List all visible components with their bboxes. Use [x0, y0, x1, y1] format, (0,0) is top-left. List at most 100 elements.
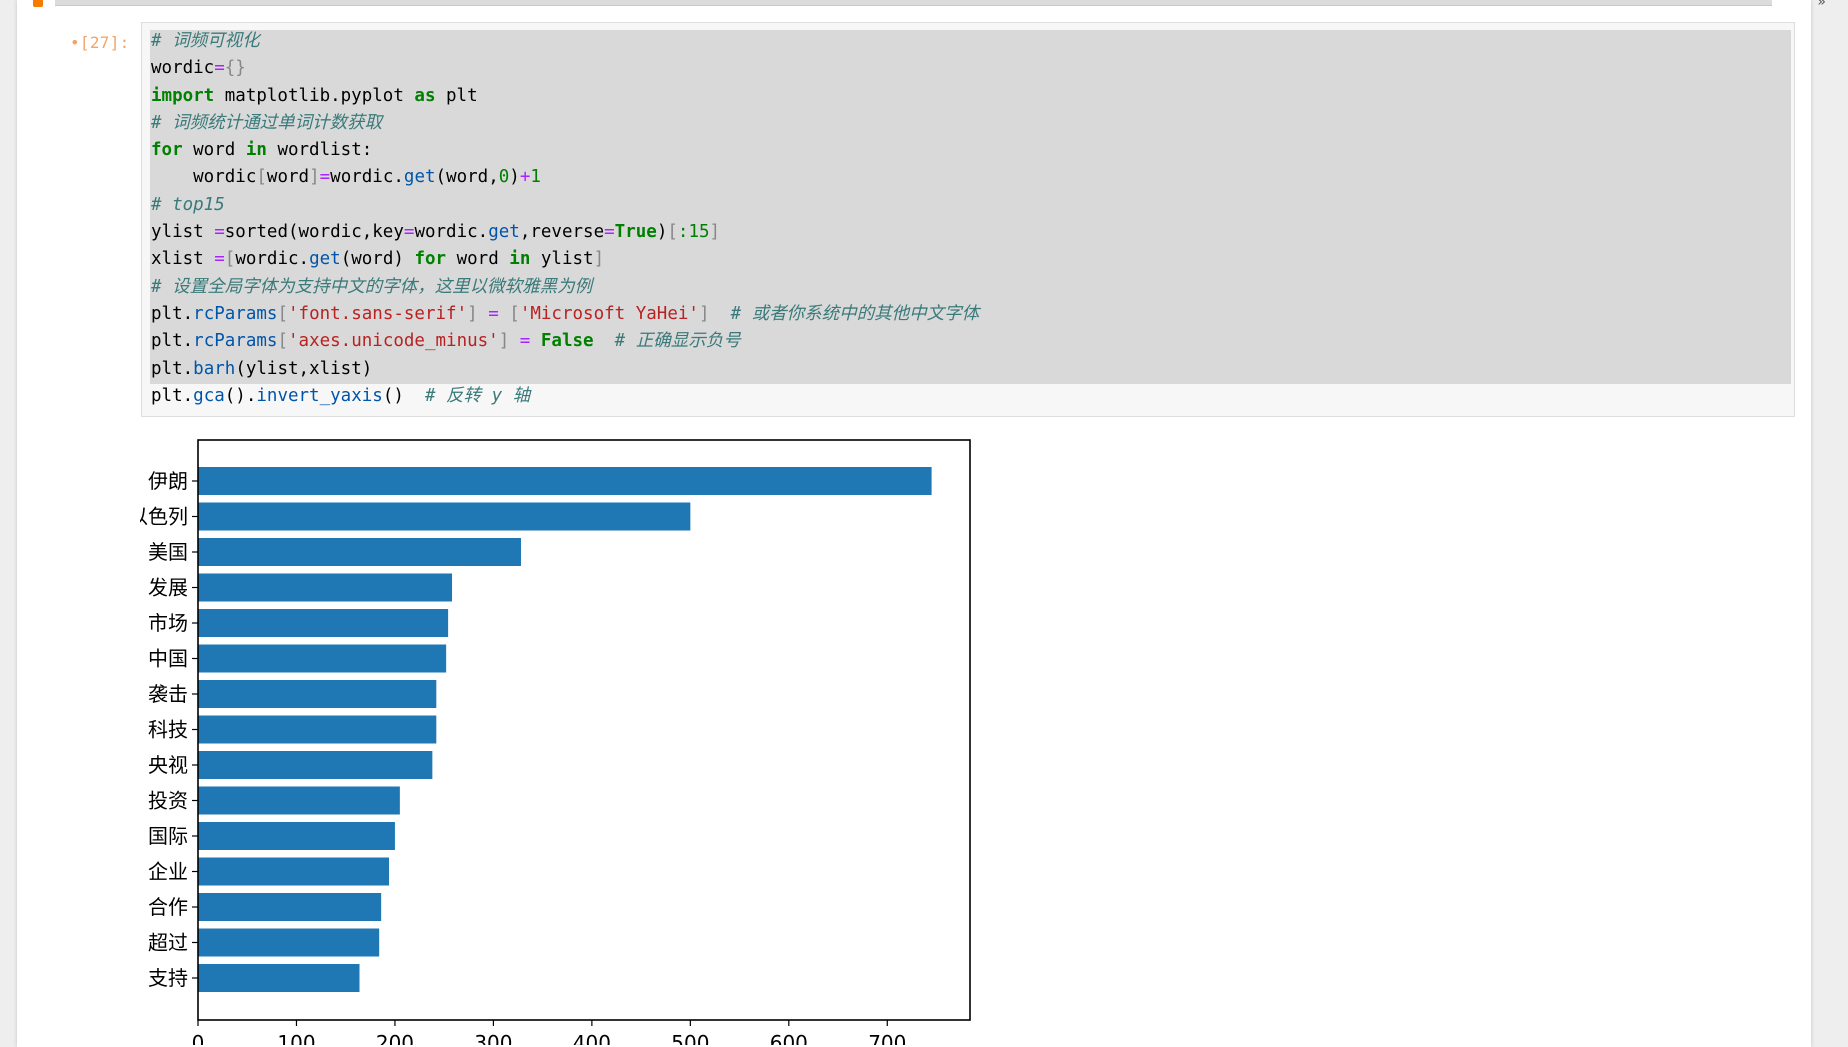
- bar-series: [198, 467, 932, 992]
- code-token: wordic: [151, 58, 215, 79]
- code-token: =: [214, 222, 225, 243]
- code-token: 0: [498, 167, 510, 188]
- code-token: plt.: [151, 303, 194, 324]
- code-token: ]: [698, 303, 710, 324]
- y-tick-label: 市场: [148, 611, 188, 635]
- code-token: # 或者你系统中的其他中文字体: [709, 303, 980, 324]
- code-token: xlist: [151, 249, 215, 270]
- y-tick-label: 投资: [148, 789, 188, 813]
- code-token: ylist: [530, 249, 594, 270]
- y-tick-label: 国际: [148, 824, 188, 848]
- code-line[interactable]: ylist =sorted(wordic,key=wordic.get,reve…: [151, 219, 979, 246]
- code-token: rcParams: [193, 331, 278, 352]
- code-token: ): [509, 167, 520, 188]
- code-token: [: [277, 331, 288, 352]
- code-token: :15: [677, 222, 710, 243]
- code-line[interactable]: plt.rcParams['axes.unicode_minus'] = Fal…: [151, 328, 979, 355]
- bar-14: [198, 964, 360, 992]
- code-token: sorted(wordic,key: [224, 222, 404, 243]
- code-token: ): [656, 222, 668, 243]
- code-token: ]: [593, 249, 605, 270]
- code-token: ,reverse: [519, 222, 605, 243]
- axes-frame: [197, 439, 971, 1021]
- code-token: False: [540, 331, 594, 352]
- code-token: [: [256, 167, 267, 188]
- code-token: for: [414, 249, 447, 270]
- code-token: {}: [224, 58, 246, 79]
- code-token: in: [245, 140, 267, 161]
- bar-1: [198, 502, 691, 531]
- code-token: =: [509, 331, 541, 352]
- bar-2: [198, 538, 521, 566]
- bar-11: [198, 857, 390, 886]
- x-tick-label: 300: [474, 1031, 512, 1045]
- code-line[interactable]: wordic[word]=wordic.get(word,0)+1: [151, 164, 979, 191]
- code-line[interactable]: plt.barh(ylist,xlist): [151, 356, 979, 383]
- code-token: (): [382, 385, 425, 406]
- x-tick-label: 600: [770, 1031, 808, 1045]
- y-tick-label: 中国: [148, 647, 188, 671]
- collapse-chevron-icon[interactable]: »: [1817, 0, 1826, 10]
- code-line[interactable]: # 设置全局字体为支持中文的字体，这里以微软雅黑为例: [151, 274, 979, 301]
- code-token: barh: [193, 358, 236, 379]
- previous-output-scrollbar[interactable]: [55, 0, 1772, 6]
- code-token: # 词频可视化: [151, 31, 260, 51]
- x-tick-label: 0: [192, 1031, 205, 1045]
- x-tick-label: 200: [376, 1031, 414, 1045]
- code-token: 'axes.unicode_minus': [288, 331, 499, 352]
- y-tick-label: 支持: [148, 966, 188, 990]
- code-token: wordic: [151, 167, 257, 188]
- code-token: ]: [309, 167, 320, 188]
- code-token: get: [403, 167, 436, 188]
- code-token: plt: [435, 85, 478, 106]
- code-line[interactable]: # 词频统计通过单词计数获取: [151, 110, 979, 137]
- code-token: wordic.: [414, 222, 489, 243]
- code-editor[interactable]: # 词频可视化 wordic={} import matplotlib.pyplot…: [151, 28, 979, 410]
- active-cell-marker: [33, 0, 43, 7]
- code-token: plt.: [151, 331, 194, 352]
- code-token: in: [509, 249, 531, 270]
- code-token: =: [319, 167, 331, 188]
- code-token: wordic.: [330, 167, 404, 188]
- code-line[interactable]: plt.gca().invert_yaxis() # 反转 y 轴: [151, 383, 979, 410]
- code-line[interactable]: # 词频可视化: [151, 28, 979, 55]
- y-tick-label: 伊朗: [148, 469, 188, 493]
- y-tick-label: 科技: [148, 718, 188, 742]
- code-token: ().: [224, 385, 257, 406]
- code-token: gca: [193, 385, 225, 406]
- code-token: True: [614, 222, 657, 243]
- code-token: # 正确显示负号: [593, 331, 741, 352]
- x-tick-label: 100: [277, 1031, 315, 1045]
- code-token: plt.: [151, 358, 194, 379]
- x-tick-label: 500: [671, 1031, 709, 1045]
- code-editor-background[interactable]: [150, 30, 1791, 384]
- code-token: [: [509, 303, 520, 324]
- code-token: =: [477, 303, 510, 324]
- code-token: for: [151, 140, 183, 161]
- y-tick-label: 合作: [148, 895, 188, 919]
- code-token: 1: [530, 167, 541, 188]
- code-token: =: [214, 58, 225, 79]
- code-line[interactable]: plt.rcParams['font.sans-serif'] = ['Micr…: [151, 301, 979, 328]
- bar-6: [198, 680, 437, 708]
- code-line[interactable]: wordic={}: [151, 55, 979, 82]
- bar-8: [198, 751, 433, 779]
- code-line[interactable]: import matplotlib.pyplot as plt: [151, 83, 979, 110]
- code-token: ]: [498, 331, 510, 352]
- code-token: wordlist:: [266, 140, 373, 161]
- code-token: rcParams: [193, 303, 278, 324]
- code-token: (word,: [435, 167, 499, 188]
- bar-9: [198, 786, 400, 815]
- code-token: plt.: [151, 385, 194, 406]
- code-line[interactable]: # top15: [151, 192, 979, 219]
- code-line[interactable]: xlist =[wordic.get(word) for word in yli…: [151, 246, 979, 273]
- bar-5: [198, 644, 447, 673]
- code-token: as: [414, 85, 436, 106]
- code-token: [: [224, 249, 236, 270]
- bar-3: [198, 573, 453, 602]
- code-line[interactable]: for word in wordlist:: [151, 137, 979, 164]
- bar-4: [198, 609, 449, 637]
- code-token: word: [182, 140, 246, 161]
- bar-13: [198, 928, 380, 957]
- code-token: 'Microsoft YaHei': [519, 303, 699, 324]
